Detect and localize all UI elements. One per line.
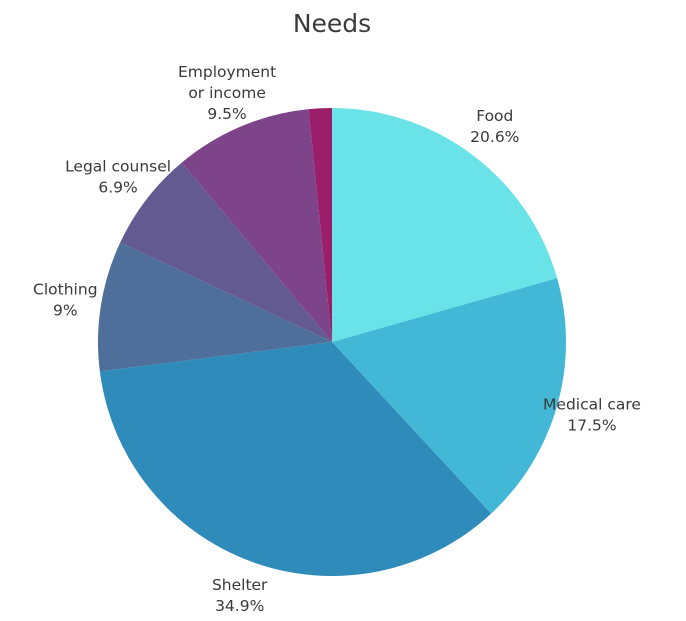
slice-label-shelter: Shelter 34.9% — [212, 576, 268, 615]
slice-label-legal-counsel: Legal counsel 6.9% — [65, 158, 171, 197]
slice-label-food: Food 20.6% — [470, 107, 519, 146]
pie-slice-clothing — [98, 242, 332, 372]
pie-slice-unlabeled-6 — [308, 108, 332, 342]
pie-slice-medical-care — [332, 278, 566, 514]
pie-slices — [98, 108, 566, 576]
pie-slice-shelter — [99, 342, 492, 576]
slice-label-clothing: Clothing 9% — [33, 280, 97, 319]
pie-labels: Food 20.6% Medical care 17.5% Shelter 34.9% Cl… — [33, 63, 641, 615]
pie-slice-legal-counsel — [120, 162, 333, 342]
slice-label-medical-care: Medical care 17.5% — [543, 395, 641, 434]
slice-label-employment-or-income: Employment or income 9.5% — [178, 63, 276, 123]
pie-slice-food — [332, 108, 558, 342]
chart-title: Needs — [293, 9, 371, 38]
pie-slice-employment-or-income — [181, 109, 332, 343]
